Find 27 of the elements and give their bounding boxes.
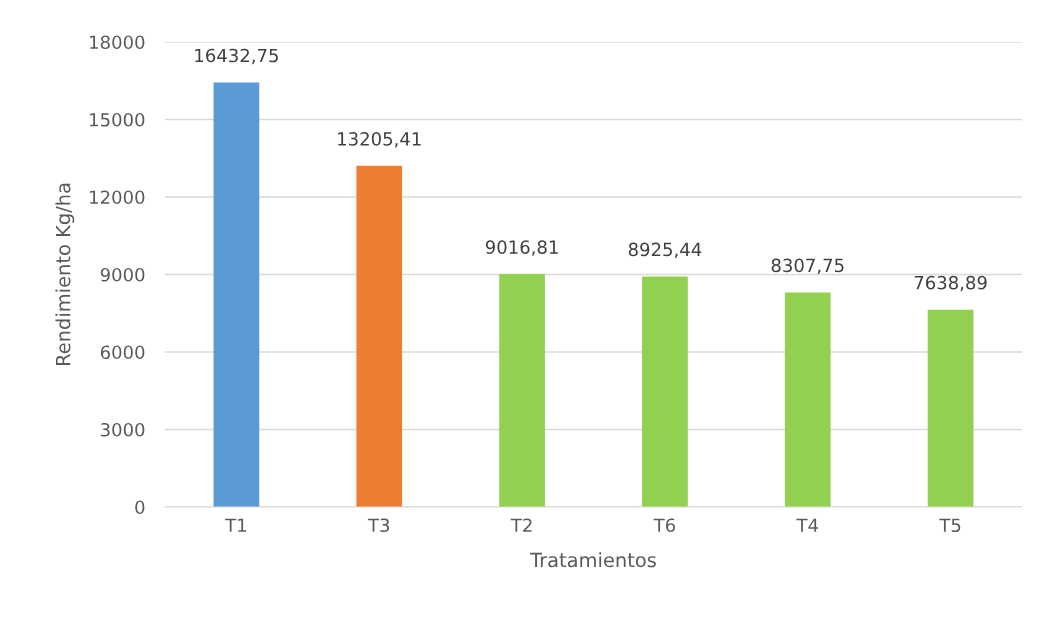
y-tick-label: 3000 bbox=[100, 422, 145, 437]
data-label: 8925,44 bbox=[628, 242, 702, 259]
data-label: 9016,81 bbox=[485, 240, 558, 256]
y-tick-label: 6000 bbox=[100, 345, 145, 360]
bar bbox=[642, 276, 688, 507]
x-tick-label: T2 bbox=[510, 518, 532, 532]
x-tick-label: T4 bbox=[796, 518, 818, 532]
bar bbox=[499, 274, 545, 507]
y-tick-label: 9000 bbox=[100, 267, 145, 282]
x-tick-label: T6 bbox=[653, 518, 676, 533]
x-axis-title: Tratamientos bbox=[530, 552, 656, 568]
bar bbox=[356, 165, 403, 507]
y-tick-label: 0 bbox=[135, 500, 145, 515]
x-tick-label: T5 bbox=[939, 518, 961, 533]
y-tick-label: 18000 bbox=[90, 35, 145, 50]
data-label: 16432,75 bbox=[195, 48, 278, 65]
x-tick-label: T3 bbox=[367, 518, 390, 533]
bar bbox=[784, 292, 831, 507]
data-label: 8307,75 bbox=[771, 258, 844, 275]
bar bbox=[927, 309, 974, 507]
y-tick-label: 12000 bbox=[90, 190, 145, 205]
y-axis-title: Rendimiento Kg/ha bbox=[55, 183, 75, 366]
data-label: 7638,89 bbox=[914, 275, 987, 292]
bar bbox=[213, 82, 260, 507]
y-tick-label: 15000 bbox=[90, 112, 145, 127]
x-tick-label: T1 bbox=[225, 518, 247, 532]
data-label: 13205,41 bbox=[338, 132, 421, 148]
